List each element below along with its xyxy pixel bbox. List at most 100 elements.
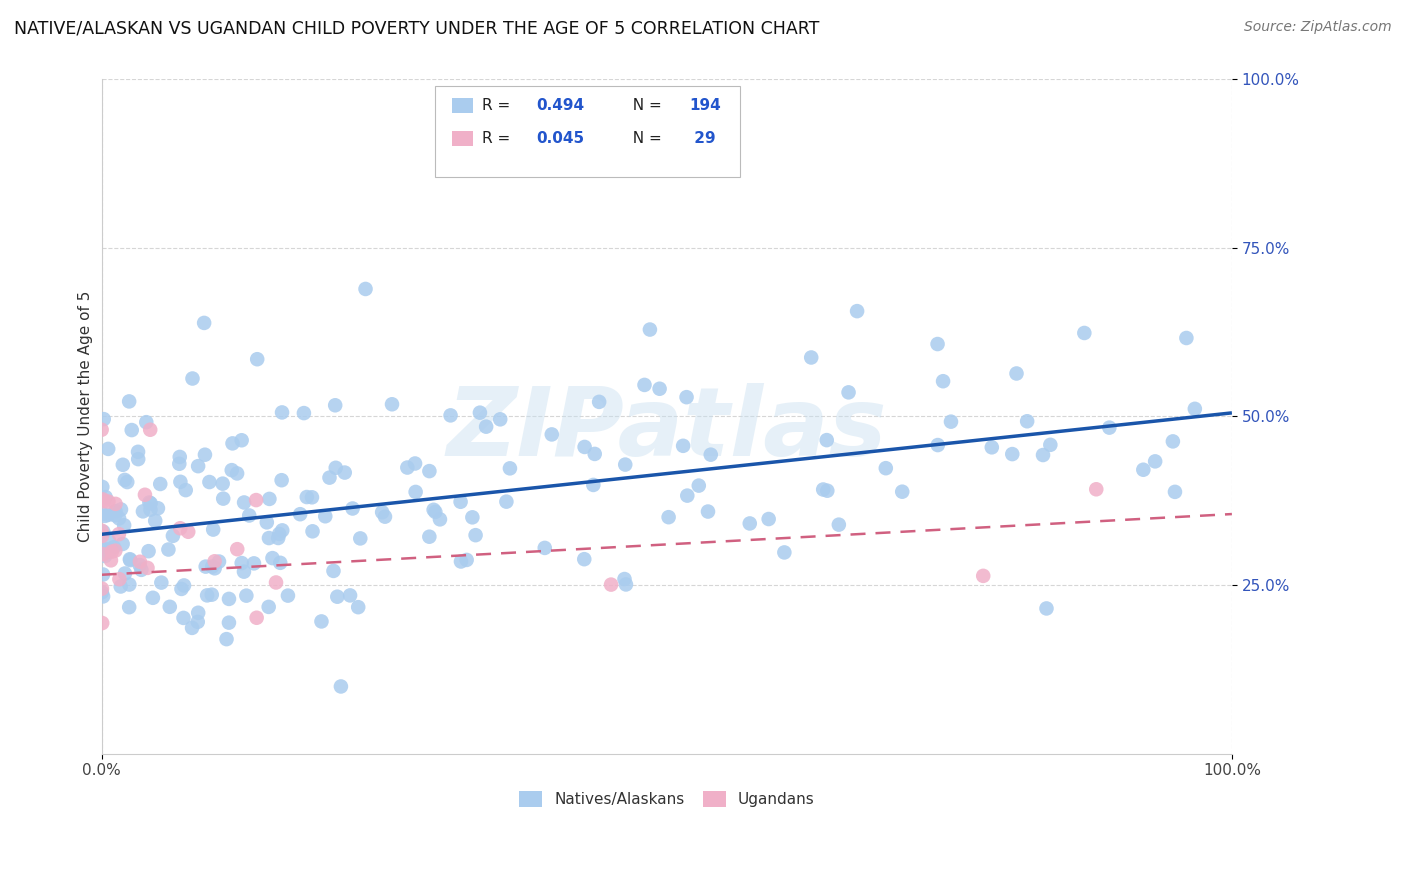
- Point: [972, 569, 994, 583]
- Point: [139, 502, 162, 516]
- Point: [676, 489, 699, 503]
- Point: [91, 480, 114, 494]
- Point: [323, 398, 346, 412]
- Point: [231, 556, 253, 570]
- Point: [218, 615, 240, 630]
- Point: [815, 433, 838, 447]
- Point: [939, 415, 962, 429]
- Point: [381, 397, 404, 411]
- Point: [226, 542, 249, 557]
- Point: [1001, 447, 1024, 461]
- Point: [405, 485, 427, 500]
- Point: [146, 501, 169, 516]
- Point: [1175, 331, 1198, 345]
- Point: [91, 590, 114, 604]
- Point: [131, 563, 153, 577]
- Point: [461, 510, 484, 524]
- Point: [815, 483, 838, 498]
- Point: [425, 505, 447, 519]
- Point: [314, 509, 336, 524]
- Point: [333, 466, 356, 480]
- Point: [118, 394, 141, 409]
- Point: [1073, 326, 1095, 340]
- Point: [231, 434, 253, 448]
- Point: [194, 559, 217, 574]
- Point: [100, 553, 122, 567]
- Point: [112, 518, 135, 533]
- FancyBboxPatch shape: [451, 131, 474, 145]
- Point: [91, 567, 114, 582]
- Point: [325, 460, 347, 475]
- Point: [271, 405, 294, 419]
- Point: [846, 304, 869, 318]
- Point: [429, 512, 451, 526]
- Point: [162, 529, 184, 543]
- Point: [475, 419, 498, 434]
- Point: [187, 606, 209, 620]
- Point: [1144, 454, 1167, 468]
- Point: [533, 541, 555, 555]
- Point: [138, 495, 160, 509]
- Point: [118, 552, 141, 566]
- Point: [396, 460, 419, 475]
- Point: [202, 523, 225, 537]
- Text: R =: R =: [482, 98, 515, 112]
- Point: [169, 475, 191, 489]
- Point: [270, 473, 292, 487]
- Point: [1032, 448, 1054, 462]
- Point: [927, 337, 949, 351]
- Point: [439, 409, 461, 423]
- Point: [1085, 483, 1108, 497]
- Point: [90, 507, 112, 521]
- Y-axis label: Child Poverty Under the Age of 5: Child Poverty Under the Age of 5: [79, 291, 93, 542]
- Point: [600, 577, 623, 591]
- Point: [322, 564, 344, 578]
- Point: [111, 458, 134, 472]
- Point: [1184, 401, 1206, 416]
- Point: [262, 551, 284, 566]
- Point: [110, 580, 132, 594]
- Point: [347, 600, 370, 615]
- Point: [221, 463, 243, 477]
- Point: [269, 556, 291, 570]
- Point: [104, 508, 127, 523]
- Point: [295, 490, 318, 504]
- Text: 194: 194: [689, 98, 721, 112]
- Point: [132, 504, 155, 518]
- Point: [134, 488, 156, 502]
- Point: [614, 577, 637, 591]
- Text: 29: 29: [689, 131, 716, 145]
- Point: [104, 497, 127, 511]
- Point: [94, 542, 117, 557]
- Point: [94, 490, 117, 504]
- Point: [540, 427, 562, 442]
- Point: [108, 572, 131, 586]
- Point: [468, 406, 491, 420]
- Point: [404, 457, 426, 471]
- Point: [246, 352, 269, 367]
- Point: [91, 582, 114, 596]
- Point: [271, 524, 294, 538]
- Point: [245, 493, 267, 508]
- Point: [891, 484, 914, 499]
- Point: [93, 412, 115, 426]
- Text: 0.045: 0.045: [537, 131, 585, 145]
- Point: [235, 589, 257, 603]
- Point: [288, 507, 311, 521]
- Point: [875, 461, 897, 475]
- Point: [980, 440, 1002, 454]
- Point: [114, 473, 136, 487]
- Point: [1161, 434, 1184, 449]
- Point: [150, 575, 173, 590]
- FancyBboxPatch shape: [451, 98, 474, 112]
- Point: [697, 504, 720, 518]
- Point: [139, 423, 162, 437]
- Point: [349, 532, 371, 546]
- Point: [243, 557, 266, 571]
- Point: [128, 558, 150, 572]
- Point: [174, 483, 197, 497]
- Point: [301, 491, 323, 505]
- Point: [204, 561, 226, 575]
- Point: [374, 509, 396, 524]
- Point: [169, 450, 191, 464]
